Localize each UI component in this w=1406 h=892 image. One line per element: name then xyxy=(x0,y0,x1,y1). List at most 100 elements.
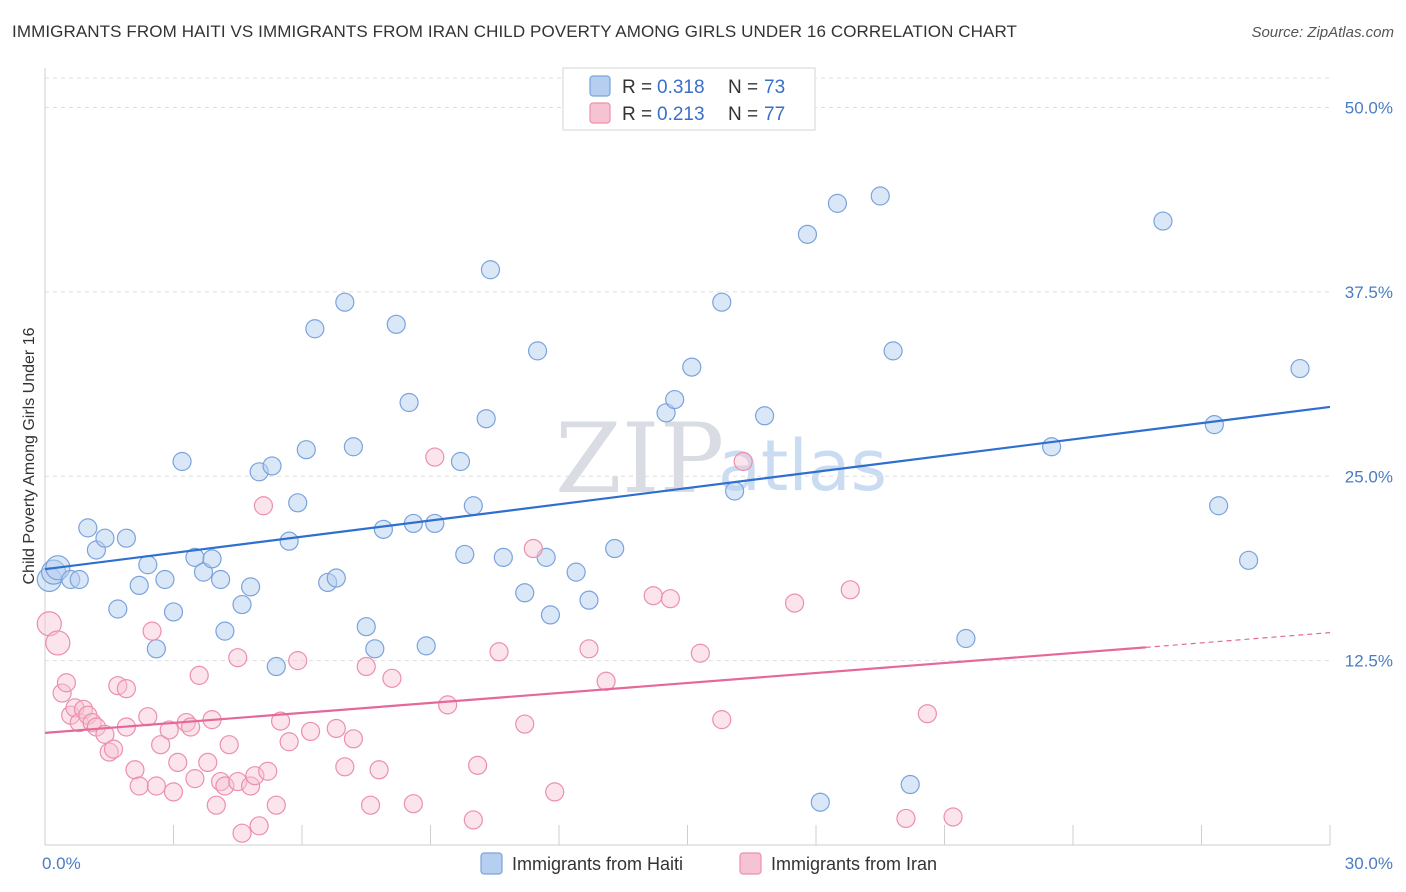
haiti-point xyxy=(262,456,282,476)
legend-haiti-r-label: R = xyxy=(622,77,652,98)
haiti-point xyxy=(399,392,419,413)
legend-iran-n-label: N = xyxy=(728,104,758,125)
iran-point xyxy=(159,720,179,740)
iran-point xyxy=(56,673,77,693)
haiti-point xyxy=(797,224,818,244)
iran-point xyxy=(228,771,248,792)
legend: R = 0.318 N = 73 R = 0.213 N = 77 xyxy=(562,67,816,131)
iran-point xyxy=(326,718,346,739)
iran-point xyxy=(103,739,124,759)
haiti-point xyxy=(425,513,445,534)
iran-point xyxy=(660,589,680,609)
iran-point xyxy=(335,757,355,777)
iran-point xyxy=(129,776,149,796)
iran-point xyxy=(468,755,488,775)
legend-iran-n-value: 77 xyxy=(764,104,785,125)
y-tick-label: 37.5% xyxy=(1345,283,1393,302)
bottom-legend: Immigrants from Haiti Immigrants from Ir… xyxy=(480,852,937,875)
iran-point xyxy=(241,776,261,796)
iran-point xyxy=(253,496,274,516)
y-tick-label: 50.0% xyxy=(1345,99,1393,118)
axes: 12.5% 25.0% 37.5% 50.0% 0.0% 30.0% xyxy=(42,68,1393,873)
haiti-point xyxy=(211,569,231,590)
iran-point xyxy=(840,580,860,600)
haiti-point xyxy=(279,531,299,551)
iran-point xyxy=(116,679,136,699)
haiti-point xyxy=(450,451,471,472)
series-haiti-points xyxy=(36,186,1310,812)
iran-point xyxy=(382,668,402,688)
haiti-point xyxy=(215,621,235,641)
iran-point xyxy=(356,656,376,677)
iran-point xyxy=(270,711,291,731)
iran-point xyxy=(896,808,916,829)
iran-point xyxy=(232,823,252,843)
haiti-point xyxy=(343,437,363,457)
haiti-point xyxy=(296,440,316,460)
haiti-point xyxy=(155,569,175,590)
bottom-legend-iran-swatch xyxy=(739,852,762,875)
iran-point xyxy=(463,810,483,830)
watermark-zip: ZIP xyxy=(555,403,724,515)
haiti-point xyxy=(232,594,252,615)
iran-point xyxy=(943,807,963,827)
haiti-point xyxy=(900,774,920,795)
haiti-point xyxy=(129,575,149,596)
iran-point xyxy=(215,776,235,796)
iran-point xyxy=(36,611,62,637)
iran-point xyxy=(784,593,805,613)
trend-lines xyxy=(44,405,1331,734)
haiti-point xyxy=(725,481,745,501)
iran-point xyxy=(198,752,218,773)
haiti-point xyxy=(172,451,192,472)
haiti-point xyxy=(108,599,128,619)
iran-point xyxy=(95,724,115,744)
haiti-point xyxy=(69,569,89,590)
iran-point xyxy=(712,710,732,730)
haiti-point xyxy=(305,319,325,339)
iran-point xyxy=(523,538,543,559)
legend-iran-swatch xyxy=(589,102,611,124)
haiti-point xyxy=(579,590,599,610)
iran-point xyxy=(258,761,278,781)
haiti-point xyxy=(163,602,184,622)
y-tick-label: 25.0% xyxy=(1345,467,1393,486)
haiti-point xyxy=(241,577,261,597)
haiti-point xyxy=(480,260,501,280)
legend-haiti-swatch xyxy=(589,75,611,97)
iran-point xyxy=(206,795,226,815)
iran-point xyxy=(403,794,423,814)
chart-title: IMMIGRANTS FROM HAITI VS IMMIGRANTS FROM… xyxy=(12,22,1018,41)
bottom-legend-iran-label: Immigrants from Iran xyxy=(771,854,937,874)
iran-point xyxy=(45,630,71,656)
haiti-point xyxy=(202,549,222,569)
legend-iran-r-label: R = xyxy=(622,104,652,125)
haiti-point xyxy=(326,568,346,588)
haiti-point xyxy=(116,528,136,548)
haiti-point xyxy=(476,409,496,429)
haiti-point xyxy=(810,792,830,812)
haiti-point xyxy=(1153,211,1173,231)
haiti-point xyxy=(1204,415,1224,435)
x-tick-label-min: 0.0% xyxy=(42,854,81,873)
iran-point xyxy=(300,721,321,742)
haiti-point xyxy=(1239,550,1259,570)
iran-trend-line xyxy=(44,646,1146,734)
haiti-point xyxy=(356,617,376,637)
iran-point xyxy=(369,760,389,780)
iran-point xyxy=(219,735,239,755)
haiti-point xyxy=(493,547,513,567)
iran-point xyxy=(189,665,209,685)
haiti-point xyxy=(365,639,385,659)
haiti-point xyxy=(515,583,535,603)
y-axis-label: Child Poverty Among Girls Under 16 xyxy=(21,327,38,584)
iran-point xyxy=(163,782,184,802)
iran-point xyxy=(343,729,363,749)
haiti-point xyxy=(1209,496,1229,516)
haiti-point xyxy=(455,544,475,565)
iran-point xyxy=(125,760,145,780)
haiti-point xyxy=(827,193,848,213)
iran-point xyxy=(643,586,663,606)
haiti-point xyxy=(665,389,685,410)
haiti-point xyxy=(605,538,625,559)
